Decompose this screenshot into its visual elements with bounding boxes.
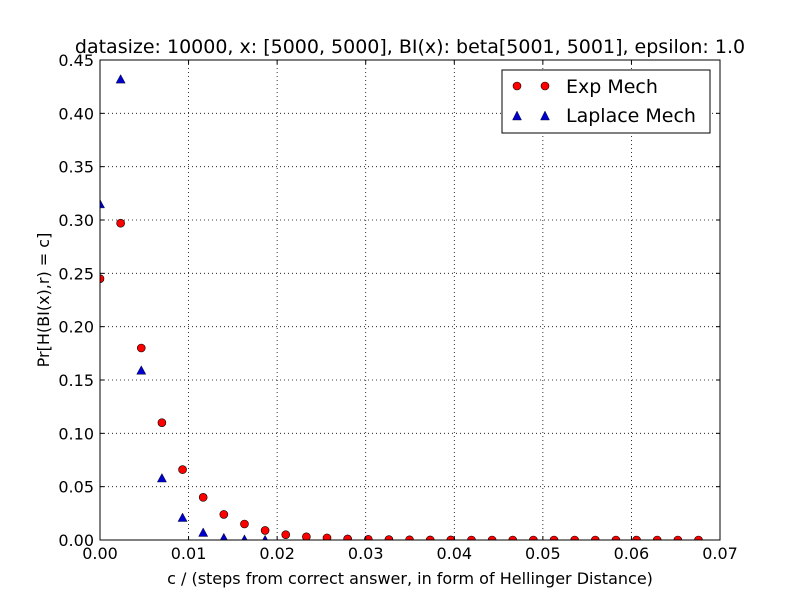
y-tick-label: 0.00 — [58, 531, 94, 550]
laplace-point — [136, 365, 147, 375]
series-laplace-mech — [100, 74, 268, 540]
x-tick-label: 0.06 — [614, 544, 650, 563]
axis-ticks — [99, 59, 721, 541]
exp-point — [487, 535, 497, 540]
exp-point — [302, 532, 311, 540]
legend-exp-marker-1 — [512, 81, 522, 91]
exp-point — [549, 535, 559, 540]
legend-exp-label: Exp Mech — [566, 76, 658, 98]
laplace-point — [198, 527, 209, 537]
laplace-point — [219, 532, 228, 540]
plot-area-frame — [99, 59, 721, 541]
x-tick-label: 0.04 — [436, 544, 472, 563]
exp-point — [611, 535, 621, 540]
x-tick-label: 0.02 — [259, 544, 295, 563]
laplace-point — [115, 74, 126, 84]
exp-point — [652, 535, 662, 540]
legend-exp-marker-2 — [540, 81, 550, 91]
y-tick-label: 0.20 — [58, 318, 94, 337]
y-tick-label: 0.05 — [58, 478, 94, 497]
laplace-point — [100, 198, 105, 209]
exp-point — [178, 465, 187, 474]
legend-laplace-marker-2 — [540, 110, 550, 121]
legend-box — [501, 69, 711, 134]
exp-point — [467, 535, 476, 540]
exp-point — [570, 535, 579, 540]
x-tick-label: 0.00 — [82, 544, 118, 563]
exp-point — [673, 535, 683, 540]
x-tick-labels: 0.00 0.01 0.02 0.03 0.04 0.05 0.06 0.07 — [82, 544, 738, 563]
y-axis-label: Pr[H(BI(x),r) = c] — [34, 233, 53, 368]
exp-point — [157, 418, 167, 427]
exp-point — [100, 274, 105, 283]
chart-title: datasize: 10000, x: [5000, 5000], BI(x):… — [75, 36, 745, 58]
x-axis-label: c / (steps from correct answer, in form … — [167, 569, 653, 588]
exp-point — [281, 530, 291, 539]
exp-point — [363, 534, 373, 540]
exp-point — [198, 493, 208, 502]
exp-point — [136, 343, 146, 353]
x-tick-label: 0.05 — [525, 544, 561, 563]
legend-laplace-marker-1 — [512, 110, 522, 121]
y-tick-label: 0.25 — [58, 264, 94, 283]
y-tick-label: 0.15 — [58, 371, 94, 390]
exp-point — [590, 535, 600, 540]
exp-point — [632, 535, 641, 540]
y-tick-label: 0.35 — [58, 158, 94, 177]
laplace-point — [241, 534, 248, 540]
exp-point — [694, 535, 703, 540]
exp-point — [219, 510, 229, 519]
exp-point — [508, 535, 518, 540]
x-tick-label: 0.07 — [702, 544, 738, 563]
laplace-point — [177, 512, 188, 522]
exp-point — [343, 534, 352, 540]
legend-laplace-label: Laplace Mech — [566, 105, 696, 127]
x-tick-label: 0.03 — [348, 544, 384, 563]
x-tick-label: 0.01 — [171, 544, 207, 563]
y-tick-label: 0.30 — [58, 211, 94, 230]
exp-point — [322, 533, 332, 540]
y-tick-label: 0.10 — [58, 424, 94, 443]
data-points — [100, 74, 703, 540]
y-tick-label: 0.40 — [58, 104, 94, 123]
exp-point — [260, 526, 270, 535]
exp-point — [240, 519, 249, 529]
exp-point — [529, 535, 538, 540]
legend: Exp Mech Laplace Mech — [501, 69, 711, 134]
series-exp-mech — [100, 218, 703, 540]
exp-point — [116, 218, 125, 228]
y-tick-label: 0.45 — [58, 51, 94, 70]
y-tick-labels: 0.00 0.05 0.10 0.15 0.20 0.25 0.30 0.35 0.40 0.45 — [58, 51, 94, 550]
laplace-point — [156, 473, 167, 483]
